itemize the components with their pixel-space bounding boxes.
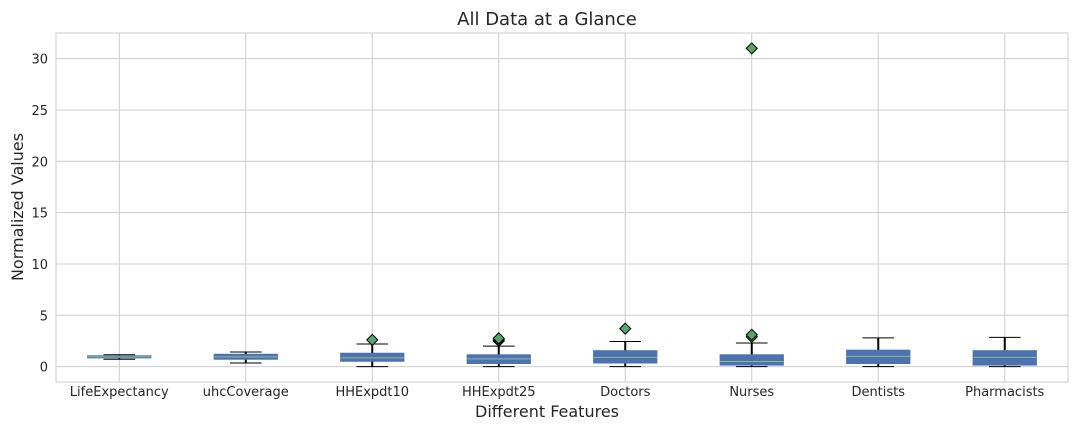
y-tick-label: 20 [31, 155, 48, 170]
box-iqr [846, 349, 911, 365]
x-tick-label: Doctors [600, 385, 651, 400]
boxes [87, 42, 1037, 368]
flier-point [366, 333, 379, 347]
x-tick-label: Nurses [729, 385, 774, 400]
box-group [87, 354, 152, 360]
flier-point [745, 42, 758, 55]
box-group [593, 322, 658, 368]
x-tick-label: HHExpdt25 [462, 385, 536, 400]
box-group [340, 333, 405, 368]
x-tick-labels: LifeExpectancy uhcCoverage HHExpdt10 HHExpd… [70, 385, 1045, 400]
grid-lines [56, 33, 1068, 382]
y-tick-label: 5 [40, 309, 48, 324]
box-iqr [719, 354, 784, 366]
box-iqr [593, 350, 658, 364]
box-group [466, 332, 531, 368]
flier-point [492, 332, 505, 345]
x-tick-label: Dentists [851, 385, 905, 400]
x-tick-label: Pharmacists [965, 385, 1044, 400]
box-iqr [340, 352, 405, 362]
y-axis-label: Normalized Values [8, 133, 27, 281]
plot-frame [55, 32, 1069, 383]
y-tick-label: 0 [40, 361, 48, 376]
chart-title: All Data at a Glance [457, 9, 637, 30]
box-group [846, 337, 911, 368]
box-group [213, 351, 278, 364]
box-group [972, 336, 1037, 368]
x-tick-label: LifeExpectancy [70, 385, 169, 400]
y-tick-label: 10 [31, 258, 48, 273]
y-tick-label: 30 [31, 53, 48, 68]
flier-point [745, 328, 758, 341]
x-tick-label: HHExpdt10 [335, 385, 409, 400]
y-tick-labels: 0 5 10 15 20 25 30 [31, 53, 48, 376]
box-group [719, 42, 784, 368]
flier-point [619, 322, 632, 335]
y-tick-label: 15 [31, 207, 48, 222]
x-tick-label: uhcCoverage [203, 385, 289, 400]
x-axis-label: Different Features [475, 402, 619, 421]
box-iqr [972, 350, 1037, 366]
y-tick-label: 25 [31, 104, 48, 119]
